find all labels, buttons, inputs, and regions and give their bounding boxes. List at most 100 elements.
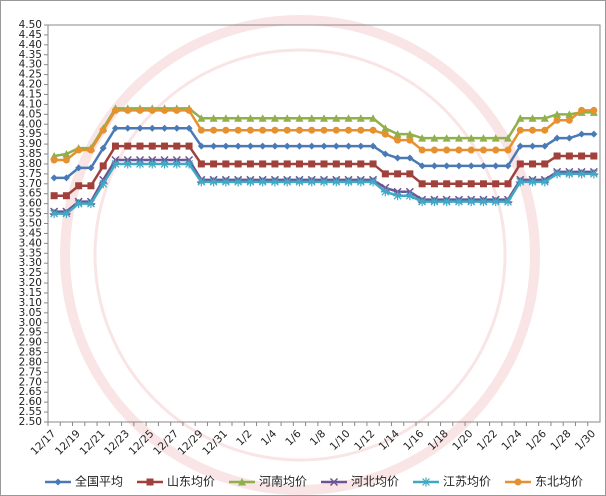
point [148,142,156,150]
point [148,124,156,132]
point [307,114,316,122]
point [356,114,365,122]
point [564,169,574,179]
point [221,114,230,122]
point [381,124,390,132]
y-tick-label: 3.80 [19,158,42,170]
y-tick-label: 3.50 [19,218,42,230]
point [504,146,512,154]
legend-label: 河南均价 [259,474,307,489]
point [514,478,522,486]
point [184,159,194,169]
point [246,126,254,134]
y-tick-label: 4.50 [19,19,42,31]
point [161,124,169,132]
point [307,177,317,187]
point [491,134,500,142]
point [565,116,573,124]
point [478,197,488,207]
y-tick-label: 3.85 [19,148,42,160]
point [515,177,525,187]
point [552,169,562,179]
y-tick-label: 2.50 [19,416,42,428]
point [197,126,205,134]
point [529,160,537,168]
point [111,142,119,150]
y-tick-label: 2.60 [19,396,42,408]
point [148,106,156,114]
point [406,136,414,144]
point [147,159,157,169]
point [124,124,132,132]
point [540,114,549,122]
point [161,106,169,114]
point [234,142,242,150]
point [467,180,475,188]
y-tick-label: 2.75 [19,366,42,378]
point [197,114,206,122]
y-tick-label: 3.90 [19,138,42,150]
point [442,134,451,142]
point [516,114,525,122]
y-tick-label: 3.70 [19,178,42,190]
point [516,126,524,134]
y-tick-label: 4.25 [19,69,42,81]
point [258,177,268,187]
point [443,162,451,170]
point [528,177,538,187]
point [357,160,365,168]
point [75,146,83,154]
point [345,160,353,168]
point [320,142,328,150]
point [455,162,463,170]
point [62,174,70,182]
point [136,124,144,132]
y-tick-label: 4.35 [19,49,42,61]
point [75,182,83,190]
point [111,124,119,132]
point [454,134,463,142]
point [455,180,463,188]
point [405,191,415,201]
point [87,164,95,172]
point [86,199,96,209]
point [541,142,549,150]
y-tick-label: 3.00 [19,317,42,329]
point [369,142,377,150]
y-tick-label: 4.10 [19,98,42,110]
y-tick-label: 3.25 [19,267,42,279]
point [123,159,133,169]
point [238,478,246,486]
y-tick-label: 2.55 [19,406,42,418]
point [381,150,389,158]
point [368,177,378,187]
point [565,110,574,118]
point [332,160,340,168]
point [332,142,340,150]
y-tick-label: 3.10 [19,297,42,309]
point [516,142,524,150]
y-tick-label: 2.85 [19,347,42,359]
y-tick-label: 4.30 [19,59,42,71]
point [454,197,464,207]
point [467,146,475,154]
point [234,126,242,134]
point [319,177,329,187]
point [54,478,62,486]
point [577,169,587,179]
point [62,150,71,158]
point [393,130,402,138]
point [197,160,205,168]
point [283,114,292,122]
point [479,134,488,142]
point [320,114,328,122]
y-tick-label: 2.65 [19,386,42,398]
y-tick-label: 4.05 [19,108,42,120]
point [135,159,145,169]
point [553,134,561,142]
point [578,106,586,114]
point [565,134,573,142]
point [99,144,107,152]
point [590,152,598,160]
